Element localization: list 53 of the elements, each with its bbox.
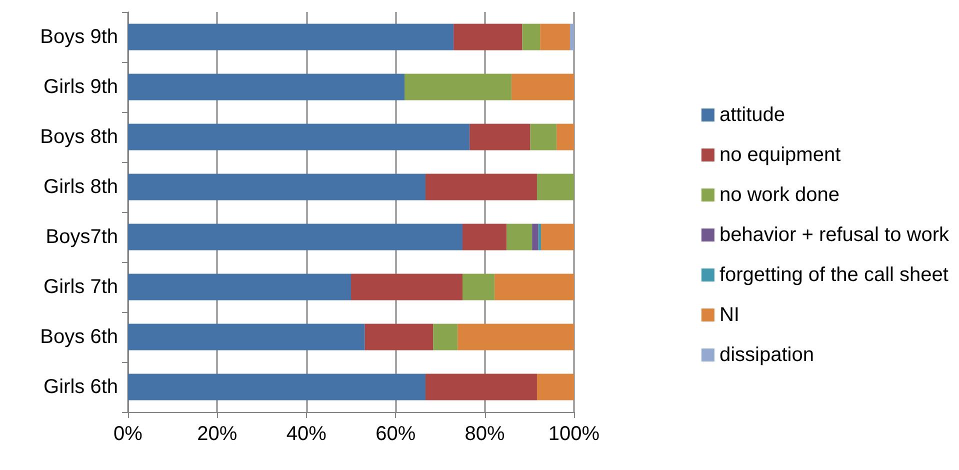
x-tick-label: 80% xyxy=(464,423,506,445)
bar xyxy=(494,274,574,300)
bar xyxy=(536,374,574,400)
y-tick-label: Boys7th xyxy=(46,226,118,248)
y-tick-label: Girls 8th xyxy=(44,176,118,198)
x-tick-label: 0% xyxy=(114,423,143,445)
legend-label: NI xyxy=(719,304,740,326)
legend-label: no work done xyxy=(719,184,840,206)
bar xyxy=(128,374,426,400)
bar xyxy=(425,174,537,200)
x-tick-label: 60% xyxy=(376,423,416,445)
bar xyxy=(540,224,574,250)
x-tick-label: 20% xyxy=(197,423,238,445)
y-tick-label: Girls 9th xyxy=(44,76,118,98)
bar xyxy=(458,324,574,350)
bar xyxy=(470,124,530,150)
legend-label: dissipation xyxy=(719,344,814,366)
legend-label: no equipment xyxy=(719,144,842,166)
bar xyxy=(128,74,405,100)
bar xyxy=(530,124,557,150)
bar xyxy=(570,24,574,50)
bar xyxy=(128,174,426,200)
bar xyxy=(538,224,541,250)
bar xyxy=(556,124,574,150)
bar xyxy=(425,374,537,400)
x-tick-label: 100% xyxy=(548,423,600,445)
y-tick-label: Girls 7th xyxy=(44,276,118,298)
bar xyxy=(404,74,512,100)
legend-label: attitude xyxy=(719,104,786,126)
bar xyxy=(364,324,434,350)
legend-label: behavior + refusal to work xyxy=(719,224,950,246)
bar xyxy=(351,274,462,300)
bar xyxy=(506,224,532,250)
bar xyxy=(128,274,351,300)
bar xyxy=(462,274,495,300)
legend-label: forgetting of the call sheet xyxy=(719,264,949,286)
bar xyxy=(128,324,365,350)
y-tick-label: Boys 6th xyxy=(40,326,118,348)
bar xyxy=(532,224,538,250)
bar xyxy=(454,24,522,50)
y-tick-label: Girls 6th xyxy=(44,376,118,398)
bar xyxy=(536,174,574,200)
y-tick-label: Boys 9th xyxy=(40,26,118,48)
x-tick-label: 40% xyxy=(286,423,327,445)
bar xyxy=(128,124,470,150)
bar xyxy=(128,24,454,50)
bar xyxy=(462,224,507,250)
y-tick-label: Boys 8th xyxy=(40,126,118,148)
bar xyxy=(540,24,570,50)
bar xyxy=(128,224,462,250)
bar xyxy=(522,24,540,50)
bar xyxy=(433,324,458,350)
bar xyxy=(512,74,574,100)
